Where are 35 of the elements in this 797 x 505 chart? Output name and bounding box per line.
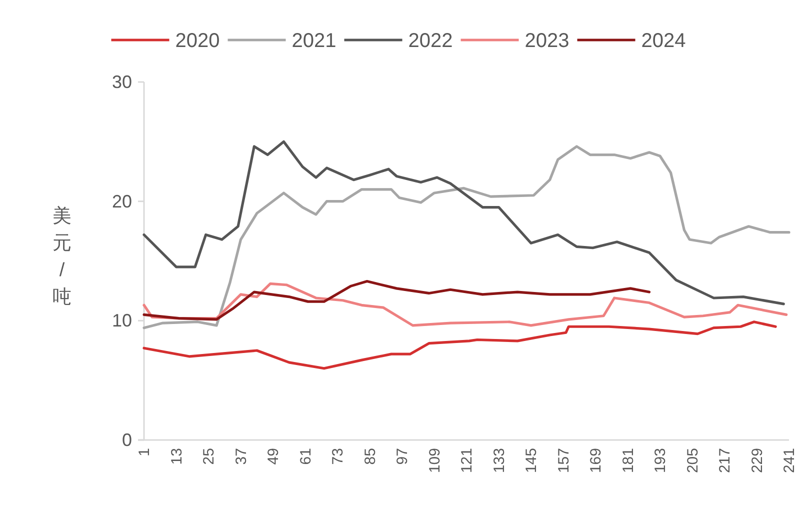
x-tick-label: 193: [652, 448, 669, 474]
line-series: [142, 320, 777, 370]
x-tick-label: 181: [620, 448, 637, 474]
legend-label: 2023: [524, 30, 570, 52]
line-series: [142, 140, 785, 306]
legend-label: 2020: [175, 30, 220, 52]
x-tick-label: 73: [330, 448, 346, 465]
x-tick-label: 157: [555, 448, 572, 474]
y-tick-label: 20: [112, 191, 132, 212]
legend-label: 2021: [292, 30, 336, 52]
x-tick-label: 37: [232, 448, 250, 465]
x-tick-label: 205: [684, 448, 702, 474]
x-tick-label: 121: [458, 448, 476, 474]
x-tick-label: 97: [394, 448, 411, 465]
x-tick-label: 85: [362, 448, 379, 465]
y-tick-label: 10: [112, 310, 132, 331]
x-tick-label: 241: [781, 448, 797, 474]
y-tick-label: 30: [112, 72, 132, 92]
x-tick-label: 61: [297, 448, 314, 465]
x-tick-label: 13: [168, 448, 186, 465]
x-tick-label: 1: [136, 448, 153, 456]
x-tick-label: 145: [523, 448, 540, 474]
y-tick-label: 0: [122, 430, 132, 450]
x-tick-label: 133: [490, 448, 508, 474]
x-tick-label: 25: [200, 448, 218, 465]
line-series: [142, 280, 651, 321]
legend-label: 2024: [641, 30, 686, 52]
x-tick-label: 229: [748, 448, 766, 474]
line-series: [142, 145, 790, 330]
y-axis-title: 美元/吨: [52, 205, 72, 308]
legend-label: 2022: [408, 30, 453, 52]
x-tick-label: 217: [716, 448, 734, 474]
x-tick-label: 109: [426, 448, 444, 474]
x-tick-label: 169: [588, 448, 604, 474]
x-tick-label: 49: [265, 448, 282, 465]
